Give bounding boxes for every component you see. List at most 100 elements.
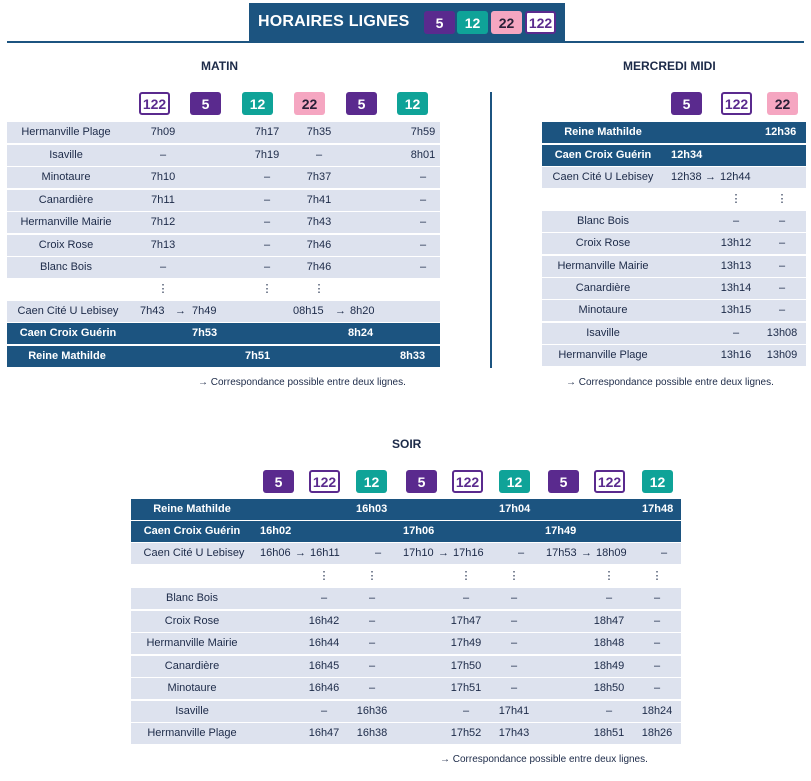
time-cell: – (419, 171, 427, 183)
time-cell: 7h19 (254, 148, 280, 161)
time-cell: 12h38 (671, 171, 702, 183)
header-badge-line-5: 5 (424, 11, 455, 34)
connection-arrow: → (438, 547, 449, 559)
time-cell: 13h08 (766, 326, 798, 339)
time-cell: 16h06 (260, 547, 291, 559)
page-title: HORAIRES LIGNES (258, 13, 410, 30)
time-cell: 7h43 (306, 216, 332, 228)
time-cell: 7h49 (192, 305, 217, 317)
time-cell: – (653, 614, 661, 627)
time-cell: 17h41 (498, 704, 530, 717)
mercredi-row: Canardière 13h14 – (542, 277, 806, 299)
mercredi-badge-line-22: 22 (767, 92, 798, 115)
time-cell: – (517, 547, 525, 559)
time-cell: – (320, 592, 328, 604)
soir-row: Isaville – 16h36 – 17h41 – 18h24 (131, 700, 681, 722)
time-cell: – (732, 215, 740, 227)
time-cell: – (510, 682, 518, 694)
soir-row: Minotaure 16h46 – 17h51 – 18h50 – (131, 678, 681, 699)
vertical-dots: ⋮ (603, 570, 615, 582)
connection-arrow: → (175, 305, 186, 317)
time-cell: 18h47 (593, 614, 625, 627)
stop-name: Hermanville Mairie (20, 216, 112, 228)
time-cell: 7h11 (151, 193, 175, 206)
mercredi-badge-line-122: 122 (721, 92, 752, 115)
matin-badge-line-5: 5 (190, 92, 221, 115)
time-cell: 7h09 (150, 126, 176, 138)
column-separator (490, 92, 492, 368)
matin-row-reine-mathilde: Reine Mathilde 7h51 8h33 (7, 346, 440, 367)
matin-row: Isaville – 7h19 – 8h01 (7, 144, 440, 166)
soir-badge-line-12: 12 (499, 470, 530, 493)
time-cell: – (263, 171, 271, 183)
time-cell: 13h13 (720, 259, 752, 272)
matin-badge-line-12: 12 (397, 92, 428, 115)
time-cell: 16h36 (356, 704, 388, 717)
time-cell: – (368, 659, 376, 672)
time-cell: 13h09 (766, 348, 798, 361)
time-cell: – (510, 614, 518, 627)
time-cell: – (263, 261, 271, 273)
time-cell: – (653, 592, 661, 604)
mercredi-row-croix-guerin: Caen Croix Guérin 12h34 (542, 145, 806, 166)
matin-badge-line-12: 12 (242, 92, 273, 115)
stop-name: Caen Croix Guérin (19, 327, 117, 339)
time-cell: – (368, 614, 376, 627)
time-cell: 17h50 (450, 659, 482, 672)
soir-note: → Correspondance possible entre deux lig… (440, 754, 648, 765)
soir-badge-line-122: 122 (452, 470, 483, 493)
time-cell: 17h47 (450, 614, 482, 627)
stop-name: Caen Cité U Lebisey (17, 305, 119, 317)
stop-name: Caen Cité U Lebisey (552, 171, 654, 183)
time-cell: 17h06 (403, 525, 435, 537)
stop-name: Canardière (38, 193, 94, 206)
stop-name: Reine Mathilde (564, 126, 642, 138)
time-cell: – (419, 238, 427, 251)
mercredi-row-lebisey: Caen Cité U Lebisey 12h38 → 12h44 (542, 167, 806, 188)
time-cell: – (159, 148, 167, 161)
vertical-dots: ⋮ (776, 193, 788, 205)
time-cell: – (653, 659, 661, 672)
time-cell: – (605, 592, 613, 604)
time-cell: – (732, 326, 740, 339)
soir-row-lebisey: Caen Cité U Lebisey 16h06 → 16h11 – 17h10 → 17h… (131, 543, 681, 564)
mercredi-row: Blanc Bois – – (542, 211, 806, 232)
time-cell: 7h41 (306, 193, 332, 206)
stop-name: Blanc Bois (577, 215, 629, 227)
stop-name: Croix Rose (575, 237, 631, 250)
matin-row-croix-guerin: Caen Croix Guérin 7h53 8h24 (7, 323, 440, 344)
time-cell: 12h36 (765, 126, 797, 138)
stop-name: Minotaure (167, 682, 217, 694)
time-cell: 8h01 (410, 148, 436, 161)
matin-row: Blanc Bois – – 7h46 – (7, 257, 440, 278)
soir-row-croix-guerin: Caen Croix Guérin 16h02 17h06 17h49 (131, 521, 681, 542)
time-cell: – (605, 704, 613, 717)
stop-name: Canardière (164, 659, 220, 672)
soir-row: Croix Rose 16h42 – 17h47 – 18h47 – (131, 610, 681, 632)
time-cell: 17h53 (546, 547, 577, 559)
time-cell: 16h11 (310, 547, 340, 559)
time-cell: 13h16 (720, 348, 752, 361)
mercredi-row: Croix Rose 13h12 – (542, 233, 806, 255)
stop-name: Hermanville Plage (21, 126, 111, 138)
time-cell: 7h13 (150, 238, 176, 251)
matin-row: Hermanville Mairie 7h12 – 7h43 – (7, 212, 440, 233)
soir-badge-line-12: 12 (356, 470, 387, 493)
vertical-dots: ⋮ (157, 283, 169, 295)
time-cell: 18h51 (593, 727, 625, 739)
time-cell: – (419, 261, 427, 273)
soir-badge-line-5: 5 (406, 470, 437, 493)
stop-name: Caen Croix Guérin (143, 525, 241, 537)
stop-name: Minotaure (41, 171, 91, 183)
stop-name: Reine Mathilde (28, 350, 106, 362)
header-rule (7, 41, 804, 43)
time-cell: – (778, 281, 786, 294)
section-title-mercredi-midi: MERCREDI MIDI (623, 59, 716, 73)
connection-arrow: → (581, 547, 592, 559)
stop-name: Isaville (175, 704, 209, 717)
time-cell: – (419, 216, 427, 228)
time-cell: – (653, 682, 661, 694)
mercredi-note: → Correspondance possible entre deux lig… (566, 377, 774, 388)
soir-row: Blanc Bois – – – – – – (131, 588, 681, 609)
soir-row: Canardière 16h45 – 17h50 – 18h49 – (131, 655, 681, 677)
